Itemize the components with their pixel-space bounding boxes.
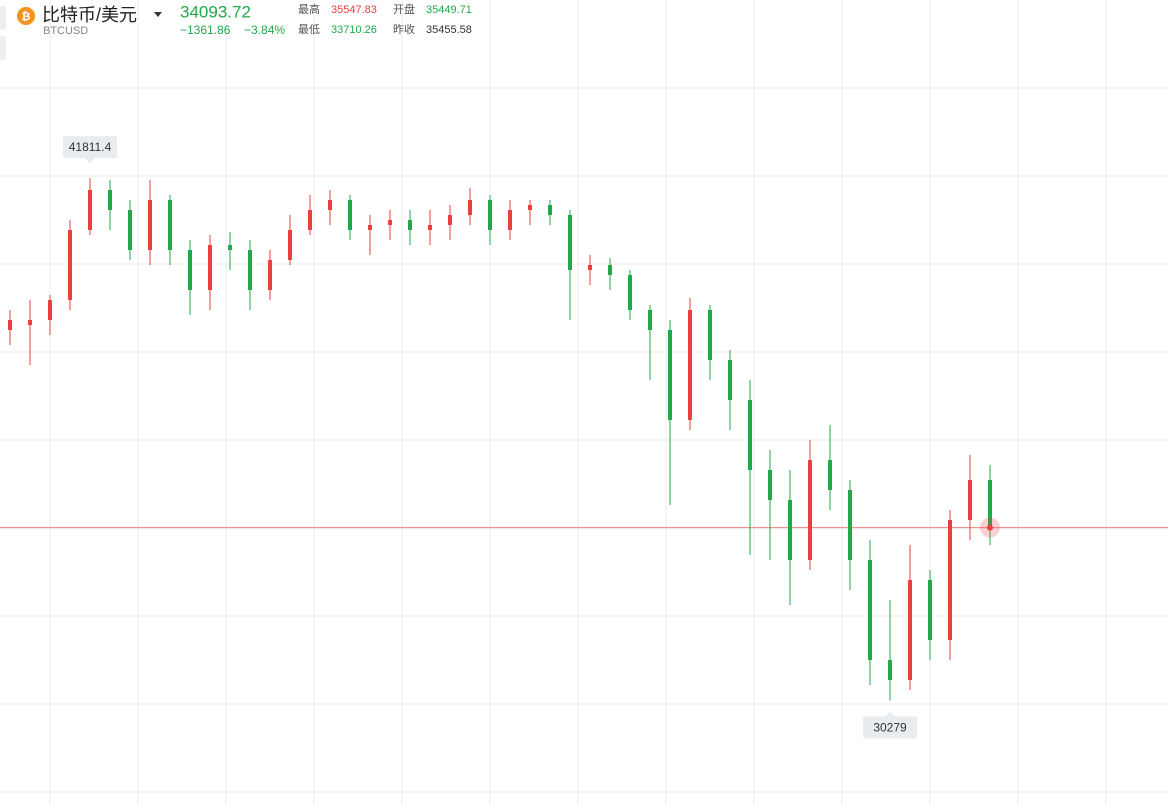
stat-name: 开盘 (393, 2, 415, 16)
candle-body (228, 245, 232, 251)
side-button[interactable] (0, 36, 6, 60)
candle-body (448, 214, 452, 226)
candle-body (328, 200, 332, 211)
change: −1361.86 (180, 23, 231, 37)
candle-body (288, 229, 292, 261)
candle-body (68, 229, 72, 301)
candle-body (408, 220, 412, 230)
candle-body (608, 264, 612, 276)
bitcoin-symbol: ₿ (22, 11, 31, 23)
candle-body (888, 660, 892, 680)
candle-body (388, 220, 392, 226)
stat-value: 35547.83 (331, 4, 377, 16)
side-button[interactable] (0, 6, 6, 30)
candle-body (688, 310, 692, 421)
candle-body (768, 470, 772, 501)
candle-body (428, 225, 432, 230)
marker-label: 41811.4 (69, 140, 112, 154)
candle-body (988, 479, 992, 528)
candle-body (348, 200, 352, 230)
candle-body (588, 264, 592, 271)
candle-body (908, 579, 912, 680)
candle-body (808, 460, 812, 561)
candle-body (488, 200, 492, 230)
candle-body (528, 204, 532, 211)
stat-name: 最低 (298, 23, 320, 36)
candle-body (188, 250, 192, 290)
candle-body (88, 189, 92, 230)
candle-body (548, 204, 552, 215)
candle-body (668, 329, 672, 421)
candle-body (628, 275, 632, 311)
candle-body (8, 320, 12, 330)
candle-body (848, 489, 852, 561)
candle-body (648, 310, 652, 330)
candle-body (928, 579, 932, 640)
candle-body (708, 310, 712, 361)
candle-body (148, 200, 152, 251)
candle-body (208, 245, 212, 290)
candle-body (28, 320, 32, 326)
stat-value: 35449.71 (426, 4, 472, 16)
candle-body (468, 200, 472, 215)
marker-pointer (885, 711, 895, 717)
candle-body (508, 210, 512, 230)
bitcoin-icon (17, 7, 35, 25)
candle-body (948, 520, 952, 640)
candle-body (728, 360, 732, 401)
marker-box (63, 136, 117, 159)
candle-body (828, 460, 832, 490)
candle-body (868, 560, 872, 661)
stat-name: 昨收 (393, 22, 415, 36)
candle-body (368, 225, 372, 230)
change-percent: −3.84% (244, 23, 285, 37)
candle-body (748, 400, 752, 471)
last-dot (987, 524, 993, 531)
marker-box (863, 716, 917, 739)
stat-value: 33710.26 (331, 24, 377, 36)
stat-name: 最高 (298, 2, 320, 16)
candle-body (268, 260, 272, 290)
price: 34093.72 (180, 2, 251, 21)
candle-body (108, 189, 112, 211)
symbol: BTCUSD (43, 25, 88, 37)
candle-body (568, 214, 572, 271)
chart-title[interactable]: 比特币/美元 (42, 5, 137, 25)
candle-body (128, 210, 132, 251)
candle-body (48, 300, 52, 321)
dropdown-arrow[interactable] (154, 12, 162, 17)
candle-body (968, 479, 972, 521)
candle-body (168, 200, 172, 251)
candle-body (788, 500, 792, 561)
candle-body (308, 210, 312, 230)
marker-label: 30279 (873, 721, 907, 735)
candle-body (248, 250, 252, 290)
marker-pointer (85, 158, 95, 164)
stat-value: 35455.58 (426, 24, 472, 36)
